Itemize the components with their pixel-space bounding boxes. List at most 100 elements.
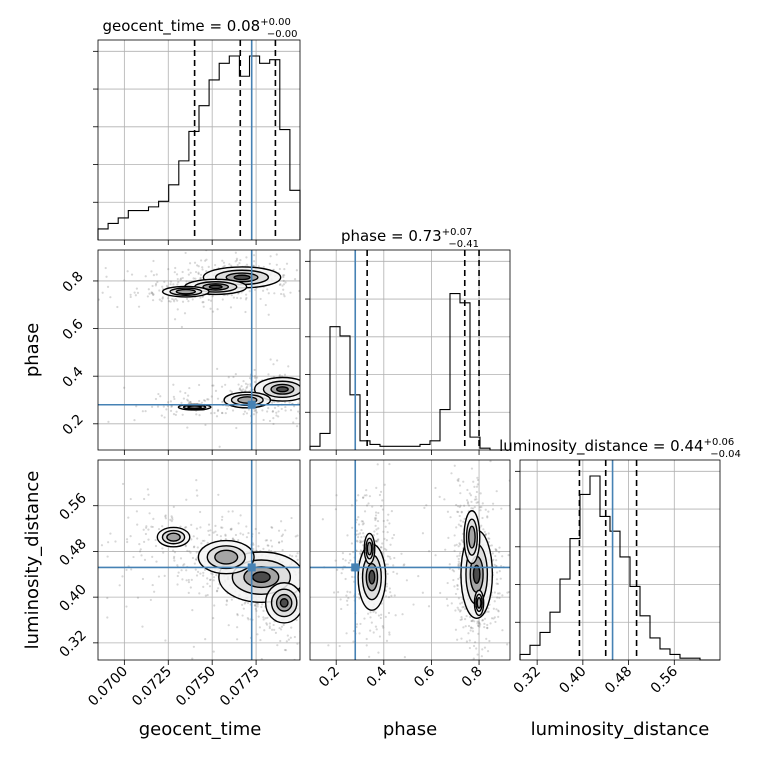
sample-point: [230, 527, 233, 530]
sample-point: [238, 387, 242, 390]
sample-point: [454, 609, 457, 612]
sample-point: [331, 377, 333, 379]
contour-level: [472, 564, 481, 584]
sample-point: [204, 423, 207, 427]
sample-point: [360, 540, 364, 543]
sample-point: [192, 535, 195, 538]
sample-point: [376, 540, 379, 543]
sample-point: [369, 616, 372, 619]
sample-point: [470, 626, 473, 629]
sample-point: [268, 622, 271, 625]
sample-point: [355, 539, 358, 542]
sample-point: [278, 374, 281, 377]
sample-point: [496, 596, 499, 599]
sample-point: [384, 525, 387, 528]
sample-point: [255, 609, 258, 612]
sample-point: [359, 549, 362, 552]
sample-point: [375, 535, 377, 537]
sample-point: [458, 542, 461, 545]
sample-point: [253, 410, 256, 413]
sample-point: [382, 530, 385, 533]
sample-point: [304, 397, 306, 399]
sample-point: [455, 526, 458, 529]
sample-point: [217, 493, 220, 496]
sample-point: [235, 257, 239, 260]
sample-point: [129, 535, 132, 538]
sample-point: [147, 288, 150, 291]
sample-point: [202, 301, 205, 304]
sample-point: [271, 409, 275, 413]
sample-point: [206, 577, 209, 580]
sample-point: [303, 570, 305, 572]
sample-point: [273, 292, 276, 295]
sample-point: [307, 585, 309, 587]
sample-point: [195, 574, 199, 577]
sample-point: [158, 298, 161, 301]
sample-point: [224, 412, 227, 415]
sample-point: [173, 555, 176, 558]
sample-point: [200, 259, 203, 262]
sample-point: [269, 539, 273, 542]
sample-point: [388, 555, 391, 558]
sample-point: [273, 400, 276, 404]
sample-point: [486, 649, 490, 653]
sample-point: [334, 559, 337, 562]
sample-point: [495, 564, 498, 568]
sample-point: [270, 401, 274, 404]
sample-point: [161, 525, 164, 528]
sample-point: [197, 265, 200, 268]
sample-point: [242, 413, 245, 416]
sample-point: [249, 376, 252, 380]
sample-point: [459, 524, 462, 527]
sample-point: [200, 401, 204, 404]
sample-point: [453, 585, 456, 588]
sample-point: [471, 630, 475, 633]
sample-point: [133, 419, 136, 422]
sample-point: [262, 618, 265, 621]
sample-point: [197, 271, 200, 274]
sample-point: [347, 561, 351, 564]
sample-point: [150, 292, 154, 295]
sample-point: [367, 502, 370, 505]
sample-point: [170, 520, 173, 523]
sample-point: [495, 571, 499, 574]
sample-point: [450, 602, 453, 605]
sample-point: [495, 608, 498, 611]
sample-point: [463, 517, 466, 520]
sample-point: [165, 408, 168, 411]
xlabel-luminosity-distance: luminosity_distance: [531, 719, 710, 740]
sample-point: [304, 558, 306, 560]
sample-point: [457, 564, 460, 567]
sample-point: [223, 264, 226, 267]
sample-point: [304, 393, 306, 395]
sample-point: [393, 556, 396, 560]
sample-point: [256, 603, 259, 606]
sample-point: [372, 534, 375, 537]
sample-point: [278, 283, 281, 286]
sample-point: [473, 451, 475, 453]
sample-point: [494, 548, 498, 552]
sample-point: [282, 274, 285, 277]
contour-level: [467, 525, 476, 549]
sample-point: [483, 530, 486, 533]
sample-point: [144, 275, 147, 278]
sample-point: [216, 533, 219, 537]
sample-point: [457, 597, 461, 600]
sample-point: [209, 307, 212, 310]
sample-point: [176, 564, 179, 567]
sample-point: [254, 527, 257, 531]
sample-point: [175, 410, 178, 413]
sample-point: [280, 407, 283, 411]
sample-point: [458, 543, 462, 546]
sample-point: [239, 388, 242, 392]
sample-point: [133, 291, 136, 294]
sample-point: [266, 410, 269, 413]
sample-point: [385, 582, 388, 585]
sample-point: [207, 265, 210, 268]
sample-point: [206, 582, 209, 585]
sample-point: [207, 298, 210, 302]
panel-frame: [309, 459, 511, 661]
sample-point: [245, 525, 248, 528]
sample-point: [483, 626, 486, 629]
